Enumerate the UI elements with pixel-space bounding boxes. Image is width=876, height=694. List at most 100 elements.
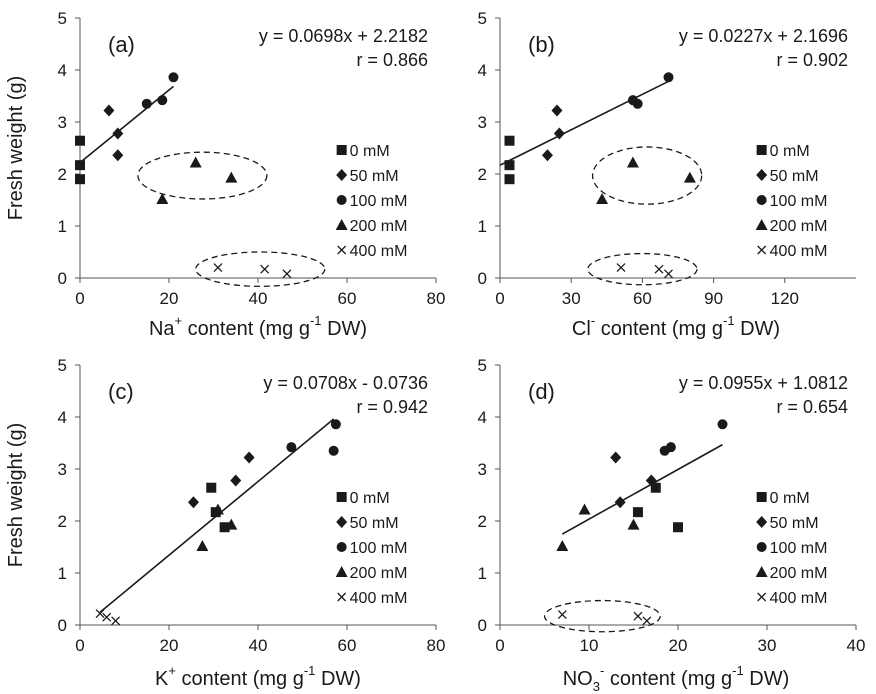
x-tick-label: 60	[633, 289, 652, 308]
panel-label: (a)	[108, 32, 135, 57]
y-tick-label: 0	[58, 616, 67, 635]
data-point-diamond	[187, 496, 199, 509]
x-axis-label: K+ content (mg g-1 DW)	[155, 663, 361, 690]
y-tick-label: 1	[58, 564, 67, 583]
data-point-x	[95, 609, 105, 619]
legend-marker-square	[756, 145, 767, 155]
legend-label: 0 mM	[770, 143, 810, 160]
x-label-exponent: -1	[304, 663, 316, 678]
x-tick-label: 40	[847, 636, 866, 655]
y-tick-label: 2	[478, 512, 487, 531]
data-point-diamond	[645, 474, 657, 487]
data-point-diamond	[230, 474, 242, 487]
regression-equation: y = 0.0227x + 2.1696	[679, 26, 848, 46]
data-point-circle	[157, 95, 168, 106]
data-point-square	[673, 522, 683, 533]
data-point-square	[504, 174, 515, 185]
legend-marker-triangle	[335, 566, 348, 577]
y-tick-label: 0	[478, 269, 487, 288]
y-tick-label: 3	[478, 460, 487, 479]
legend-label: 400 mM	[770, 590, 828, 607]
data-point-diamond	[610, 451, 622, 464]
x-axis-label: NO3- content (mg g-1 DW)	[563, 663, 790, 694]
correlation-coefficient: r = 0.902	[776, 50, 848, 70]
legend-label: 200 mM	[770, 565, 828, 582]
data-point-x	[664, 269, 673, 279]
legend-label: 100 mM	[350, 193, 408, 210]
x-tick-label: 120	[771, 289, 799, 308]
legend-marker-x	[757, 592, 767, 602]
y-tick-label: 3	[58, 113, 67, 132]
y-tick-label: 4	[478, 408, 487, 427]
correlation-coefficient: r = 0.866	[356, 50, 428, 70]
data-point-square	[75, 174, 85, 185]
data-point-circle	[717, 419, 728, 430]
data-point-circle	[328, 445, 339, 456]
group-ellipse	[591, 146, 703, 205]
data-point-diamond	[551, 104, 563, 117]
data-point-circle	[168, 72, 179, 83]
x-tick-label: 40	[249, 636, 268, 655]
data-point-x	[557, 610, 567, 620]
data-point-diamond	[553, 127, 565, 140]
regression-equation: y = 0.0955x + 1.0812	[679, 373, 848, 393]
legend-label: 100 mM	[770, 193, 828, 210]
x-label-exponent: -1	[310, 313, 322, 328]
legend-label: 100 mM	[770, 540, 828, 557]
y-tick-label: 2	[58, 512, 67, 531]
trend-line	[499, 79, 672, 166]
group-ellipse	[195, 251, 326, 287]
data-point-circle	[286, 442, 297, 453]
data-point-triangle	[596, 192, 609, 204]
x-label-text: content (mg g	[182, 318, 310, 340]
data-point-circle	[330, 419, 341, 430]
x-tick-label: 0	[75, 636, 84, 655]
regression-equation: y = 0.0698x + 2.2182	[259, 26, 428, 46]
x-tick-label: 30	[562, 289, 581, 308]
x-tick-label: 0	[495, 289, 504, 308]
x-label-subscript: 3	[593, 679, 600, 694]
group-ellipse	[543, 599, 661, 633]
x-tick-label: 80	[427, 636, 446, 655]
x-label-superscript: -	[591, 313, 595, 328]
data-point-diamond	[243, 451, 255, 464]
y-tick-label: 3	[478, 113, 487, 132]
data-point-circle	[663, 72, 674, 83]
data-point-x	[260, 264, 270, 274]
legend-marker-diamond	[336, 516, 348, 528]
legend-marker-square	[756, 492, 767, 502]
legend-marker-circle	[756, 195, 767, 205]
x-label-unit: DW)	[735, 318, 781, 340]
legend-marker-x	[337, 245, 347, 255]
data-point-square	[75, 160, 85, 171]
data-point-diamond	[103, 104, 115, 117]
data-point-x	[102, 612, 112, 622]
x-label-text: content (mg g	[604, 668, 732, 690]
x-tick-label: 10	[580, 636, 599, 655]
x-label-text: content (mg g	[176, 668, 304, 690]
y-tick-label: 4	[58, 408, 67, 427]
y-tick-label: 2	[58, 165, 67, 184]
data-point-triangle	[578, 503, 591, 515]
x-tick-label: 60	[338, 636, 357, 655]
data-point-square	[75, 135, 85, 146]
legend-marker-square	[336, 145, 347, 155]
x-label-superscript: -	[600, 663, 604, 678]
legend-marker-circle	[336, 195, 347, 205]
y-tick-label: 1	[58, 217, 67, 236]
data-point-triangle	[626, 156, 639, 168]
trend-line	[561, 443, 723, 535]
panel-label: (b)	[528, 32, 555, 57]
legend-label: 100 mM	[350, 540, 408, 557]
data-point-x	[616, 263, 626, 273]
x-axis-label: Cl- content (mg g-1 DW)	[572, 313, 780, 340]
panel-b: 0 1 2 3 4 5 0 30 60 90 120 Cl- content (mg g-1 DW) (…	[478, 9, 856, 340]
data-point-square	[632, 507, 643, 518]
legend-label: 400 mM	[350, 243, 408, 260]
x-tick-label: 60	[338, 289, 357, 308]
legend-label: 400 mM	[770, 243, 828, 260]
x-tick-label: 20	[669, 636, 688, 655]
legend-marker-x	[757, 245, 767, 255]
